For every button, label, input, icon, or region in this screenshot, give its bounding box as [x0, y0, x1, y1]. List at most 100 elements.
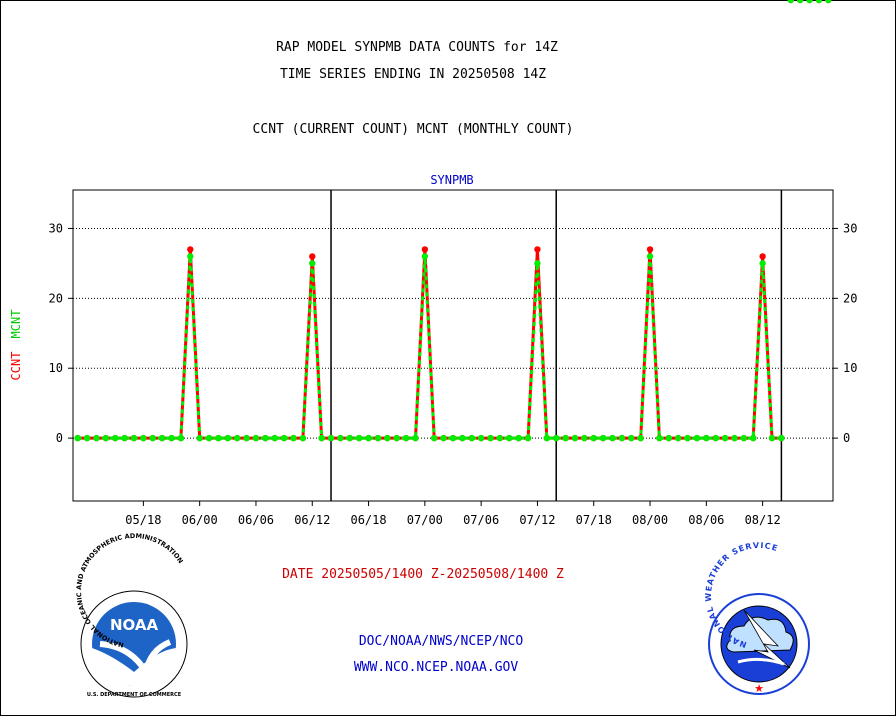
data-point-mcnt [553, 434, 560, 442]
data-point-mcnt [384, 434, 391, 442]
noaa-logo-text: NOAA [110, 616, 159, 634]
data-point-mcnt [759, 260, 766, 267]
data-point-mcnt [506, 434, 513, 442]
data-point-mcnt [402, 434, 410, 442]
ylabel-mcnt: MCNT [9, 310, 23, 339]
data-point-mcnt [618, 434, 626, 442]
data-point-mcnt [524, 434, 532, 442]
data-point-mcnt [440, 434, 447, 442]
data-point-mcnt [280, 434, 288, 442]
x-tick-label: 06/06 [238, 513, 274, 527]
data-point-mcnt [731, 434, 738, 442]
org-website: WWW.NCO.NCEP.NOAA.GOV [354, 660, 519, 675]
data-point-mcnt [468, 434, 475, 442]
data-point-mcnt [112, 434, 119, 442]
data-point-mcnt [309, 260, 316, 267]
data-point-mcnt [609, 434, 616, 442]
data-point-mcnt [233, 434, 241, 442]
data-point-mcnt [299, 434, 307, 442]
data-point-mcnt [158, 434, 166, 442]
data-point-mcnt [750, 434, 757, 442]
data-point-mcnt [83, 434, 91, 442]
x-tick-label: 07/00 [407, 513, 443, 527]
data-point-mcnt [562, 434, 569, 442]
data-point-mcnt [487, 434, 494, 442]
data-point-mcnt [581, 434, 588, 442]
data-point-mcnt [149, 434, 156, 442]
data-point-mcnt [93, 434, 100, 442]
data-point-mcnt [590, 434, 597, 442]
x-tick-label: 06/18 [350, 513, 386, 527]
data-point-mcnt [599, 434, 607, 442]
data-point-ccnt [534, 246, 541, 253]
data-point-mcnt [431, 434, 438, 442]
y-tick-label-left: 20 [49, 291, 63, 305]
data-point-ccnt [759, 253, 766, 260]
data-point-mcnt [337, 434, 344, 442]
series-line-mcnt [77, 256, 782, 440]
data-point-mcnt [665, 434, 673, 442]
y-tick-label-left: 10 [49, 361, 63, 375]
y-tick-label-left: 30 [49, 221, 63, 235]
y-tick-label-right: 30 [843, 221, 857, 235]
chart-title-line1: RAP MODEL SYNPMB DATA COUNTS for 14Z [276, 40, 558, 55]
data-point-mcnt [74, 434, 81, 442]
noaa-logo: NOAA NATIONAL OCEANIC AND ATMOSPHERIC AD… [75, 532, 188, 698]
data-point-mcnt [140, 434, 147, 442]
data-point-mcnt [628, 434, 635, 442]
data-point-mcnt [130, 434, 138, 442]
data-point-ccnt [309, 253, 316, 260]
data-point-mcnt [224, 434, 232, 442]
org-line1: DOC/NOAA/NWS/NCEP/NCO [359, 634, 524, 649]
data-point-mcnt [768, 434, 776, 442]
x-tick-label: 08/06 [688, 513, 724, 527]
y-tick-label-right: 0 [843, 431, 850, 445]
data-point-mcnt [177, 434, 185, 442]
data-point-mcnt [121, 434, 128, 442]
data-point-ccnt [421, 246, 429, 253]
data-point-mcnt [346, 434, 353, 442]
data-point-mcnt [571, 434, 579, 442]
data-point-mcnt [796, 0, 804, 4]
noaa-bottom-text: U.S. DEPARTMENT OF COMMERCE [87, 692, 182, 698]
data-point-mcnt [712, 434, 719, 442]
data-point-mcnt [243, 434, 250, 442]
data-point-mcnt [496, 434, 504, 442]
data-point-mcnt [393, 434, 400, 442]
data-point-mcnt [449, 434, 457, 442]
data-point-mcnt [703, 434, 710, 442]
x-tick-label: 06/12 [294, 513, 330, 527]
data-point-mcnt [412, 434, 419, 442]
data-point-mcnt [515, 434, 522, 442]
ylabel-ccnt: CCNT [9, 352, 23, 381]
data-point-mcnt [656, 434, 663, 442]
plot-area [72, 189, 834, 502]
data-point-mcnt [740, 434, 748, 442]
data-point-mcnt [290, 434, 297, 442]
y-tick-label-left: 0 [56, 431, 63, 445]
data-point-mcnt [168, 434, 175, 442]
data-point-mcnt [252, 434, 260, 442]
data-point-mcnt [815, 0, 823, 4]
chart-title-line2: TIME SERIES ENDING IN 20250508 14Z [280, 67, 546, 82]
x-tick-label: 05/18 [125, 513, 161, 527]
y-tick-label-right: 10 [843, 361, 857, 375]
x-tick-label: 07/18 [576, 513, 612, 527]
data-point-mcnt [693, 434, 701, 442]
data-point-mcnt [646, 253, 654, 260]
x-tick-label: 06/00 [182, 513, 218, 527]
data-point-ccnt [646, 246, 654, 253]
data-point-mcnt [637, 434, 644, 442]
date-range-label: DATE 20250505/1400 Z-20250508/1400 Z [282, 567, 564, 582]
nws-star-icon: ★ [754, 682, 764, 695]
data-point-ccnt [187, 246, 194, 253]
data-point-mcnt [102, 434, 110, 442]
data-point-mcnt [421, 253, 429, 260]
nws-logo: NATIONAL WEATHER SERVICE ★ [704, 541, 810, 695]
data-point-mcnt [534, 260, 541, 267]
x-tick-label: 07/12 [519, 513, 555, 527]
plot-title: SYNPMB [430, 173, 473, 187]
data-point-mcnt [318, 434, 325, 442]
data-point-mcnt [674, 434, 682, 442]
data-point-mcnt [365, 434, 372, 442]
